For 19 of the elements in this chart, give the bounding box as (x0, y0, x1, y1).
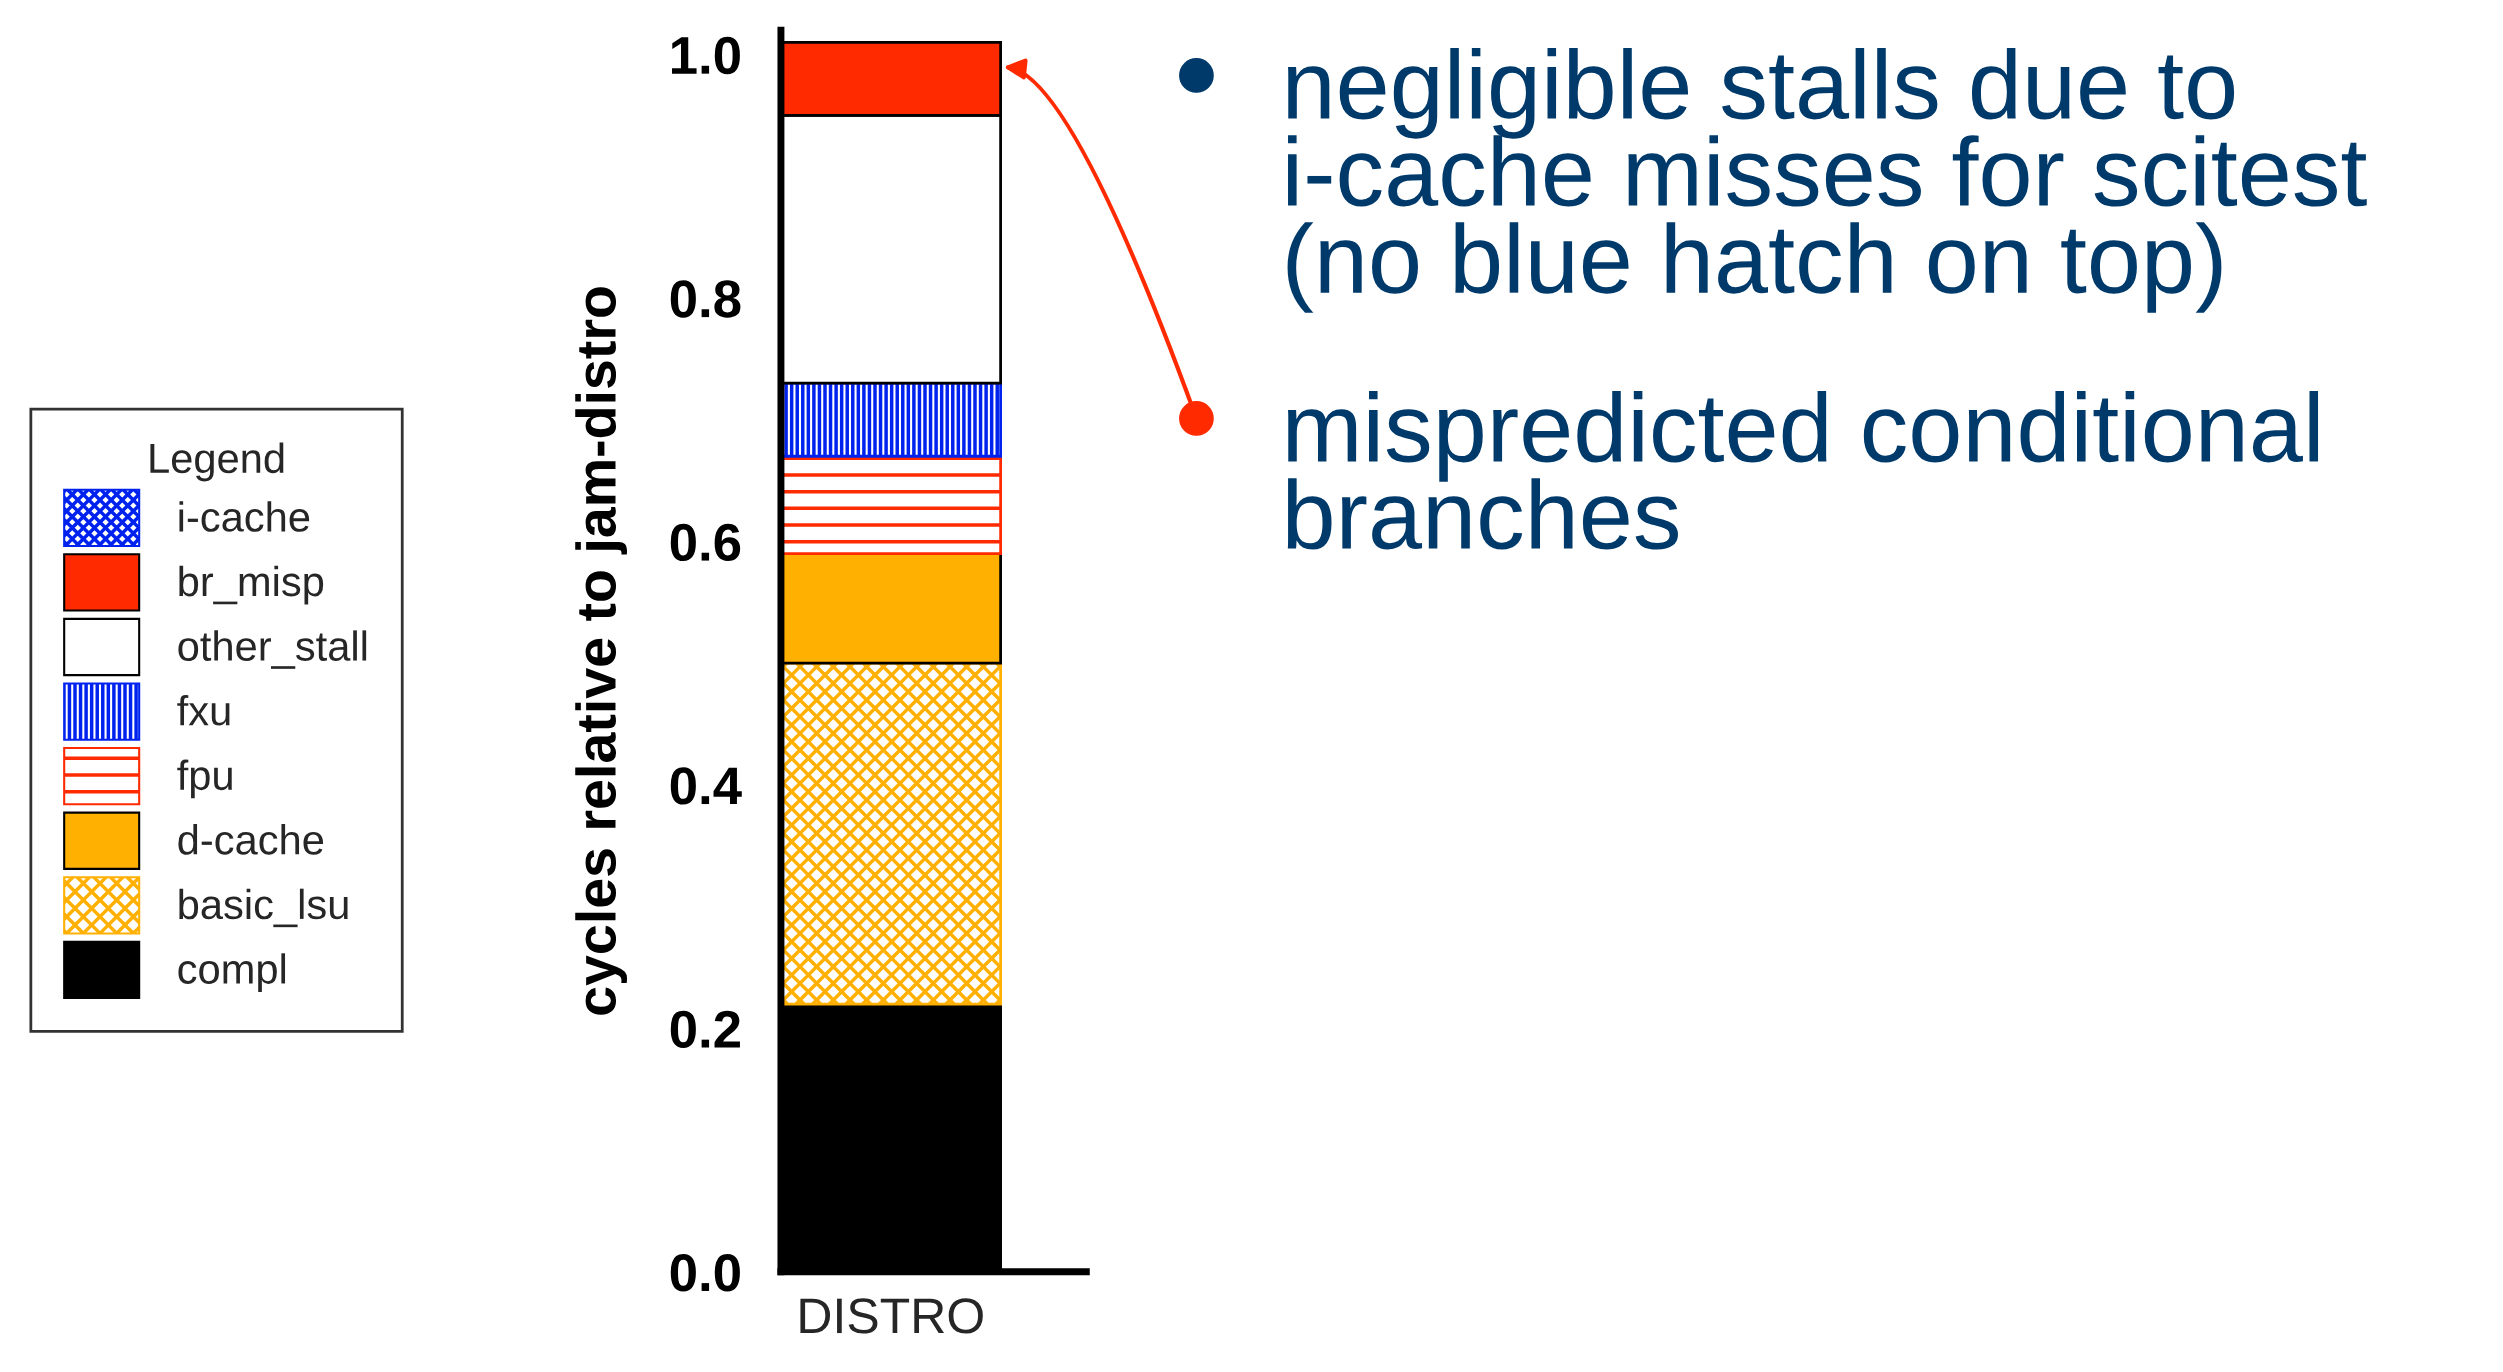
legend-label: other_stall (178, 630, 367, 669)
text: mispredicted conditional branches (1287, 391, 2319, 550)
y-axis-title: cycles relative to jam-distro (575, 287, 628, 1015)
legend-label: fxu (177, 694, 230, 726)
text: negligible stalls due to i-cache misses for scitest (no blue hatch on top) (1287, 48, 2367, 313)
legend-title: Legend (150, 442, 284, 482)
legend-label: fpu (177, 759, 232, 799)
legend-label: i-cache (179, 501, 310, 532)
y-tick-label: 0.4 (670, 767, 742, 805)
y-tick-label: 0.6 (670, 523, 741, 562)
x-tick-label: DISTRO (800, 1298, 983, 1334)
y-tick-label: 0.2 (670, 1010, 740, 1049)
legend-label: compl (178, 953, 286, 993)
legend-label: br_misp (179, 565, 324, 605)
legend-label: basic_lsu (179, 888, 348, 928)
legend-label: d-cache (178, 824, 324, 855)
y-tick-label: 0.0 (670, 1254, 740, 1292)
y-tick-label: 1.0 (672, 36, 740, 75)
y-tick-label: 0.8 (670, 280, 741, 318)
